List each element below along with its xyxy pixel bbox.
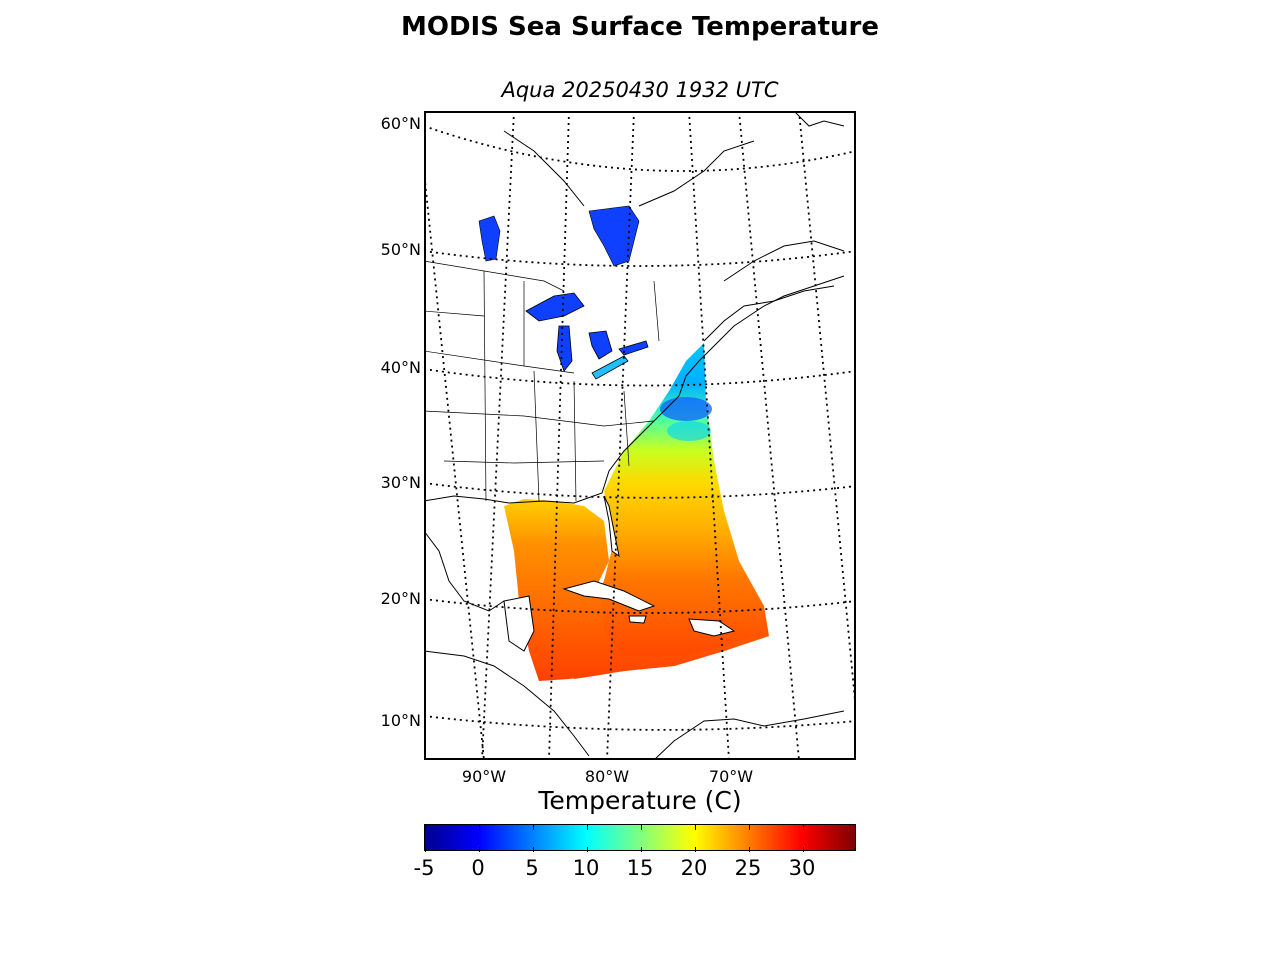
colorbar-title: Temperature (C) <box>538 786 742 815</box>
lat-label-60n: 60°N <box>380 114 421 133</box>
colorbar-tick <box>749 825 750 852</box>
lake-winnipeg <box>478 215 501 262</box>
lon-label-90w: 90°W <box>461 767 507 786</box>
lake-michigan <box>556 325 573 372</box>
lake-superior <box>525 292 585 322</box>
map-subtitle: Aqua 20250430 1932 UTC <box>501 78 779 102</box>
colorbar-tick <box>803 825 804 852</box>
colorbar-tick <box>695 825 696 852</box>
colorbar-tick <box>641 825 642 852</box>
lat-label-30n: 30°N <box>380 473 421 492</box>
lon-label-80w: 80°W <box>584 767 630 786</box>
lon-label-70w: 70°W <box>708 767 754 786</box>
colorbar-tick <box>479 825 480 852</box>
lat-label-20n: 20°N <box>380 589 421 608</box>
colorbar-tick-label: -5 <box>413 856 435 880</box>
map-panel <box>424 111 856 760</box>
political-borders <box>426 260 660 502</box>
colorbar-tick-label: 20 <box>680 856 708 880</box>
lake-erie <box>591 355 629 380</box>
colorbar-tick-label: 25 <box>734 856 762 880</box>
colorbar-tick-label: 5 <box>525 856 539 880</box>
lake-ontario <box>618 340 649 356</box>
lat-label-10n: 10°N <box>380 711 421 730</box>
lat-label-40n: 40°N <box>380 358 421 377</box>
colorbar-tick <box>587 825 588 852</box>
colorbar-tick <box>425 825 426 852</box>
hudson-bay-south <box>588 205 640 267</box>
colorbar-tick-label: 0 <box>471 856 485 880</box>
colorbar-tick-label: 15 <box>626 856 654 880</box>
colorbar <box>424 824 856 852</box>
figure-title: MODIS Sea Surface Temperature <box>401 12 879 42</box>
lat-label-50n: 50°N <box>380 240 421 259</box>
colorbar-tick <box>533 825 534 852</box>
colorbar-tick-label: 10 <box>572 856 600 880</box>
cold-patch <box>660 397 712 421</box>
sst-swath-gulf <box>504 499 769 681</box>
sst-map <box>426 113 854 758</box>
graticule <box>426 113 854 758</box>
lake-huron <box>588 330 613 360</box>
colorbar-tick-label: 30 <box>788 856 816 880</box>
